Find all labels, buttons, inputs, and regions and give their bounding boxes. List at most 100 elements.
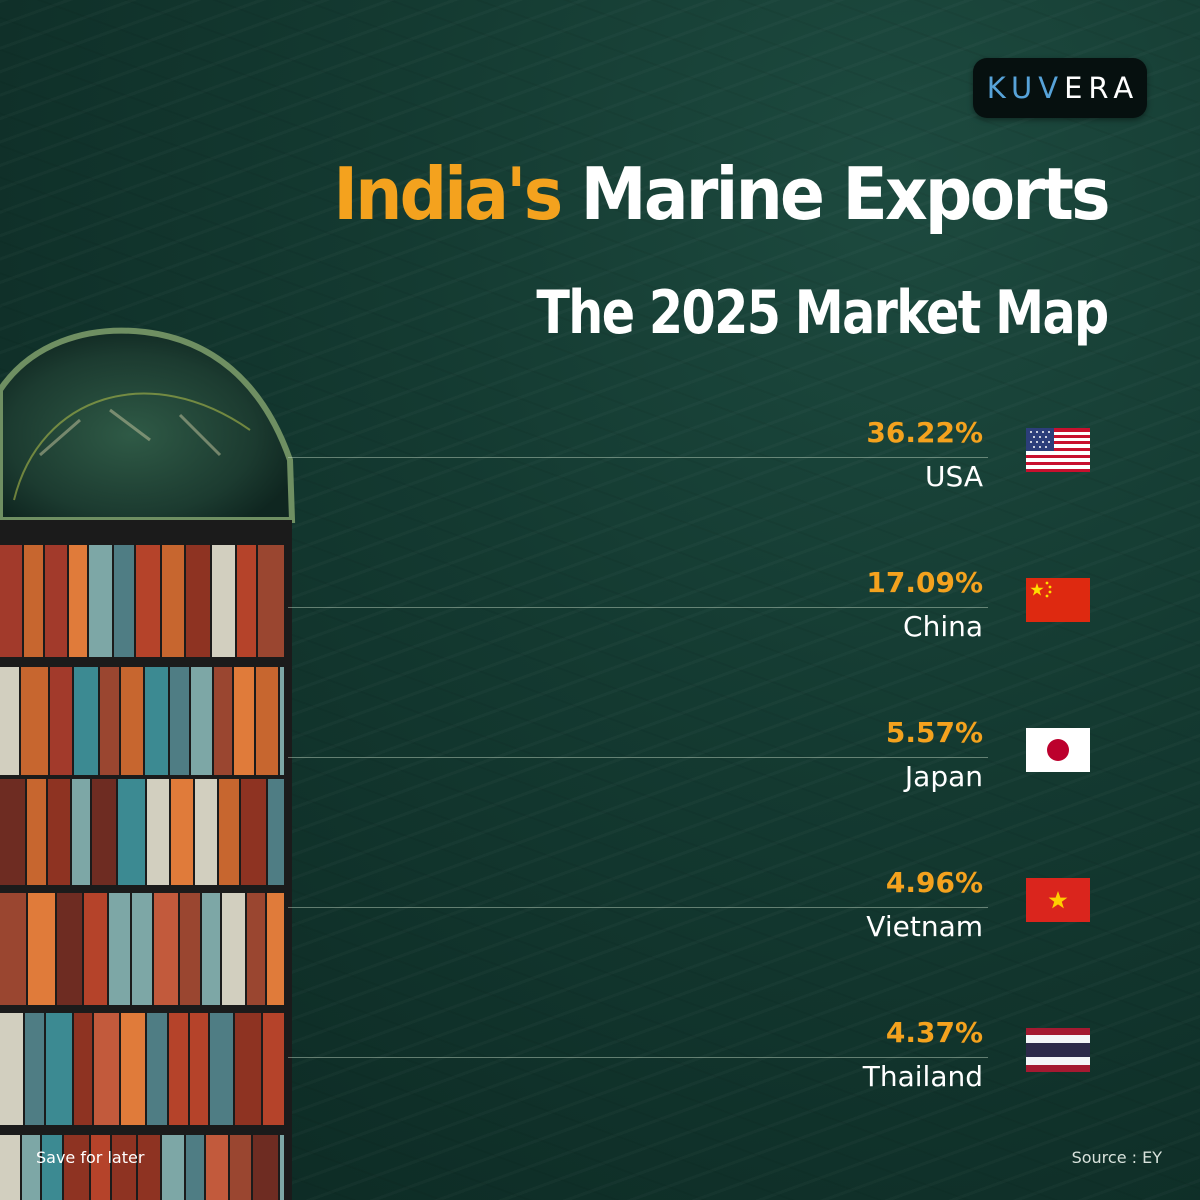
- shipping-container: [100, 667, 119, 775]
- shipping-container: [230, 1135, 251, 1200]
- shipping-container: [24, 545, 43, 657]
- connector-line: [288, 907, 988, 908]
- shipping-container: [219, 779, 239, 885]
- title-highlight: India's: [333, 152, 564, 236]
- shipping-container: [25, 1013, 44, 1125]
- shipping-container: [0, 779, 25, 885]
- shipping-container: [0, 1013, 23, 1125]
- shipping-container: [162, 1135, 184, 1200]
- shipping-container: [268, 779, 284, 885]
- shipping-container: [27, 779, 46, 885]
- shipping-container: [89, 545, 112, 657]
- shipping-container: [0, 1135, 20, 1200]
- market-country: China: [903, 610, 983, 643]
- shipping-container: [241, 779, 266, 885]
- shipping-container: [46, 1013, 72, 1125]
- shipping-container: [72, 779, 90, 885]
- shipping-container: [180, 893, 200, 1005]
- shipping-container: [253, 1135, 278, 1200]
- shipping-container: [42, 1135, 62, 1200]
- shipping-container: [64, 1135, 89, 1200]
- shipping-container: [57, 893, 82, 1005]
- shipping-container: [169, 1013, 188, 1125]
- market-percent: 17.09%: [866, 566, 983, 599]
- shipping-container: [69, 545, 87, 657]
- market-percent: 36.22%: [866, 416, 983, 449]
- shipping-container: [263, 1013, 284, 1125]
- market-row-vietnam: 4.96% Vietnam: [0, 866, 1200, 966]
- market-country: Vietnam: [866, 910, 983, 943]
- shipping-container: [256, 667, 278, 775]
- shipping-container: [247, 893, 265, 1005]
- shipping-container: [280, 667, 284, 775]
- market-row-thailand: 4.37% Thailand: [0, 1016, 1200, 1116]
- shipping-container: [91, 1135, 110, 1200]
- shipping-container: [121, 667, 143, 775]
- shipping-container: [22, 1135, 40, 1200]
- shipping-container: [258, 545, 284, 657]
- shipping-container: [154, 893, 178, 1005]
- shipping-container: [145, 667, 168, 775]
- shipping-container: [195, 779, 217, 885]
- shipping-container: [235, 1013, 261, 1125]
- shipping-container: [74, 1013, 92, 1125]
- shipping-container: [206, 1135, 228, 1200]
- shipping-container: [147, 1013, 167, 1125]
- shipping-container: [222, 893, 245, 1005]
- shipping-container: [202, 893, 220, 1005]
- connector-line: [288, 457, 988, 458]
- shipping-container: [210, 1013, 233, 1125]
- shipping-container: [132, 893, 152, 1005]
- shipping-container: [0, 893, 26, 1005]
- page-title: India's Marine Exports: [333, 152, 1111, 236]
- shipping-container: [191, 667, 212, 775]
- save-for-later-text: Save for later: [36, 1148, 145, 1167]
- japan-flag-icon: [1026, 728, 1090, 772]
- market-row-usa: 36.22% USA: [0, 416, 1200, 516]
- shipping-container: [94, 1013, 119, 1125]
- shipping-container: [186, 545, 210, 657]
- shipping-container: [171, 779, 193, 885]
- kuvera-logo: KUVERA: [973, 58, 1147, 118]
- market-percent: 4.37%: [885, 1016, 983, 1049]
- shipping-container: [237, 545, 256, 657]
- shipping-container: [214, 667, 232, 775]
- shipping-container: [74, 667, 98, 775]
- shipping-container: [84, 893, 107, 1005]
- shipping-container: [0, 667, 19, 775]
- shipping-container: [147, 779, 169, 885]
- page-subtitle: The 2025 Market Map: [536, 278, 1110, 348]
- shipping-container: [45, 545, 67, 657]
- connector-line: [288, 1057, 988, 1058]
- logo-text-part1: KUV: [986, 71, 1065, 105]
- shipping-container: [114, 545, 134, 657]
- shipping-container: [170, 667, 189, 775]
- shipping-container: [109, 893, 130, 1005]
- usa-flag-icon: [1026, 428, 1090, 472]
- market-percent: 4.96%: [885, 866, 983, 899]
- market-row-japan: 5.57% Japan: [0, 716, 1200, 816]
- shipping-container: [162, 545, 184, 657]
- logo-text-part2: ERA: [1064, 71, 1140, 105]
- connector-line: [288, 757, 988, 758]
- source-credit: Source : EY: [1071, 1148, 1162, 1167]
- shipping-container: [190, 1013, 208, 1125]
- container-ship-image: [0, 327, 296, 1200]
- shipping-container: [28, 893, 55, 1005]
- shipping-container: [121, 1013, 145, 1125]
- title-rest: Marine Exports: [560, 152, 1111, 236]
- shipping-container: [50, 667, 72, 775]
- shipping-container: [112, 1135, 136, 1200]
- shipping-container: [138, 1135, 160, 1200]
- shipping-container: [234, 667, 254, 775]
- market-percent: 5.57%: [885, 716, 983, 749]
- market-country: USA: [925, 460, 983, 493]
- market-country: Thailand: [862, 1060, 983, 1093]
- shipping-container: [267, 893, 284, 1005]
- shipping-container: [118, 779, 145, 885]
- shipping-container: [48, 779, 70, 885]
- shipping-container: [280, 1135, 284, 1200]
- shipping-container: [92, 779, 116, 885]
- shipping-container: [186, 1135, 204, 1200]
